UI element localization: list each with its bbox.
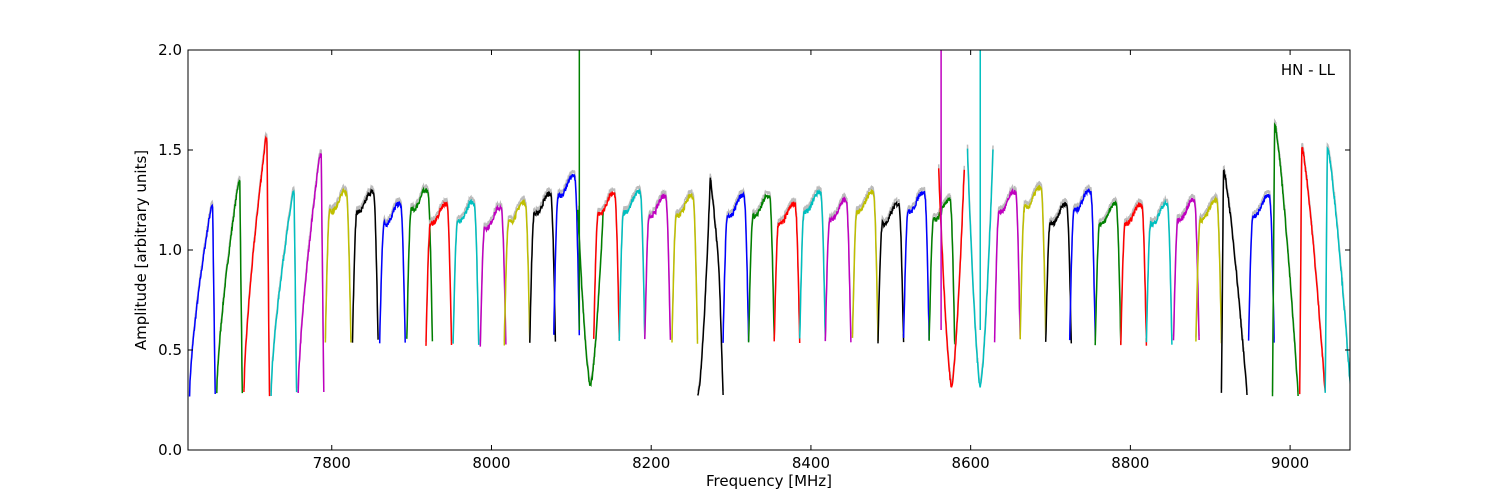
y-tick-label: 0.5	[158, 341, 182, 359]
channel-trace	[592, 190, 621, 341]
x-tick-label: 9000	[1271, 454, 1309, 472]
x-tick-label: 7800	[313, 454, 351, 472]
channel-trace	[351, 188, 379, 343]
channel-trace	[928, 197, 956, 345]
channel-shadow	[1019, 180, 1047, 336]
channel-shadow	[1145, 194, 1173, 341]
channel-trace	[1120, 202, 1148, 346]
channel-shadow	[928, 193, 956, 341]
channel-trace	[216, 179, 244, 394]
channel-shadow	[1068, 184, 1096, 337]
channel-trace	[452, 198, 480, 345]
x-tick-label: 8000	[472, 454, 510, 472]
channel-trace	[877, 200, 905, 344]
channel-trace	[297, 153, 325, 394]
channel-shadow	[503, 195, 531, 342]
channel-trace	[851, 188, 879, 342]
x-axis: 7800 8000 8200 8400 8600 8800 9000	[313, 50, 1309, 472]
y-tick-label: 1.0	[158, 241, 182, 259]
y-axis: 0.0 0.5 1.0 1.5 2.0	[158, 41, 1350, 459]
channel-trace	[188, 203, 216, 397]
channel-trace	[1044, 201, 1073, 344]
y-tick-label: 2.0	[158, 41, 182, 59]
channel-shadow	[406, 182, 434, 338]
x-tick-label: 8800	[1111, 454, 1149, 472]
channel-trace	[671, 192, 699, 344]
channel-shadow	[378, 197, 406, 340]
series-layer	[188, 50, 1350, 397]
y-tick-label: 0.0	[158, 441, 182, 459]
y-tick-label: 1.5	[158, 141, 182, 159]
channel-trace	[966, 148, 994, 388]
channel-trace	[1298, 146, 1326, 395]
channel-shadow	[1094, 196, 1122, 342]
x-tick-label: 8400	[792, 454, 830, 472]
channel-trace	[798, 189, 827, 341]
channel-trace	[697, 177, 724, 396]
channel-trace	[324, 187, 352, 343]
channel-trace	[1220, 168, 1248, 396]
channel-trace	[479, 203, 507, 347]
channel-shadow	[773, 197, 801, 340]
x-axis-title: Frequency [MHz]	[706, 472, 832, 490]
y-axis-title: Amplitude [arbitrary units]	[132, 150, 150, 350]
channel-trace	[1145, 198, 1173, 345]
channel-shadow	[351, 184, 379, 339]
channel-trace	[425, 200, 453, 346]
channel-trace	[406, 186, 434, 342]
channel-shadow	[452, 194, 480, 341]
x-tick-label: 8600	[952, 454, 990, 472]
channel-trace	[937, 168, 966, 389]
channel-trace	[1271, 122, 1299, 397]
channel-shadow	[479, 199, 507, 343]
channel-trace	[1068, 188, 1096, 341]
channel-shadow	[993, 184, 1021, 339]
channel-trace	[824, 196, 852, 343]
panel-label: HN - LL	[1281, 61, 1336, 79]
channel-trace	[503, 199, 531, 346]
channel-trace	[270, 189, 298, 397]
channel-shadow	[671, 188, 699, 340]
channel-trace	[618, 188, 646, 341]
channel-trace	[722, 191, 750, 343]
x-tick-label: 8200	[632, 454, 670, 472]
channel-trace	[1094, 200, 1122, 346]
channel-trace	[773, 201, 801, 344]
channel-trace	[1019, 184, 1047, 340]
channel-trace	[902, 190, 930, 340]
channel-trace	[644, 193, 672, 340]
channel-trace	[1324, 146, 1350, 393]
channel-trace	[1195, 195, 1223, 344]
channel-shadow	[324, 183, 352, 339]
channel-trace	[378, 201, 406, 344]
channel-trace	[553, 173, 581, 336]
channel-trace	[1172, 197, 1200, 341]
channel-trace	[747, 193, 775, 343]
channel-shadow	[1044, 197, 1073, 340]
channel-trace	[993, 188, 1021, 343]
channel-trace	[529, 191, 557, 343]
channel-shadow	[1247, 189, 1275, 339]
channel-trace	[243, 135, 271, 397]
channel-trace	[576, 209, 605, 388]
channel-trace	[1247, 193, 1275, 343]
